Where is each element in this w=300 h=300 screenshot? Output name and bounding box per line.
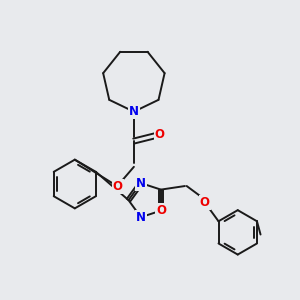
Text: O: O [113, 180, 123, 193]
Text: O: O [155, 128, 165, 141]
Text: O: O [200, 196, 210, 208]
Text: O: O [156, 204, 166, 217]
Text: N: N [129, 105, 139, 118]
Text: N: N [136, 211, 146, 224]
Text: N: N [136, 177, 146, 190]
